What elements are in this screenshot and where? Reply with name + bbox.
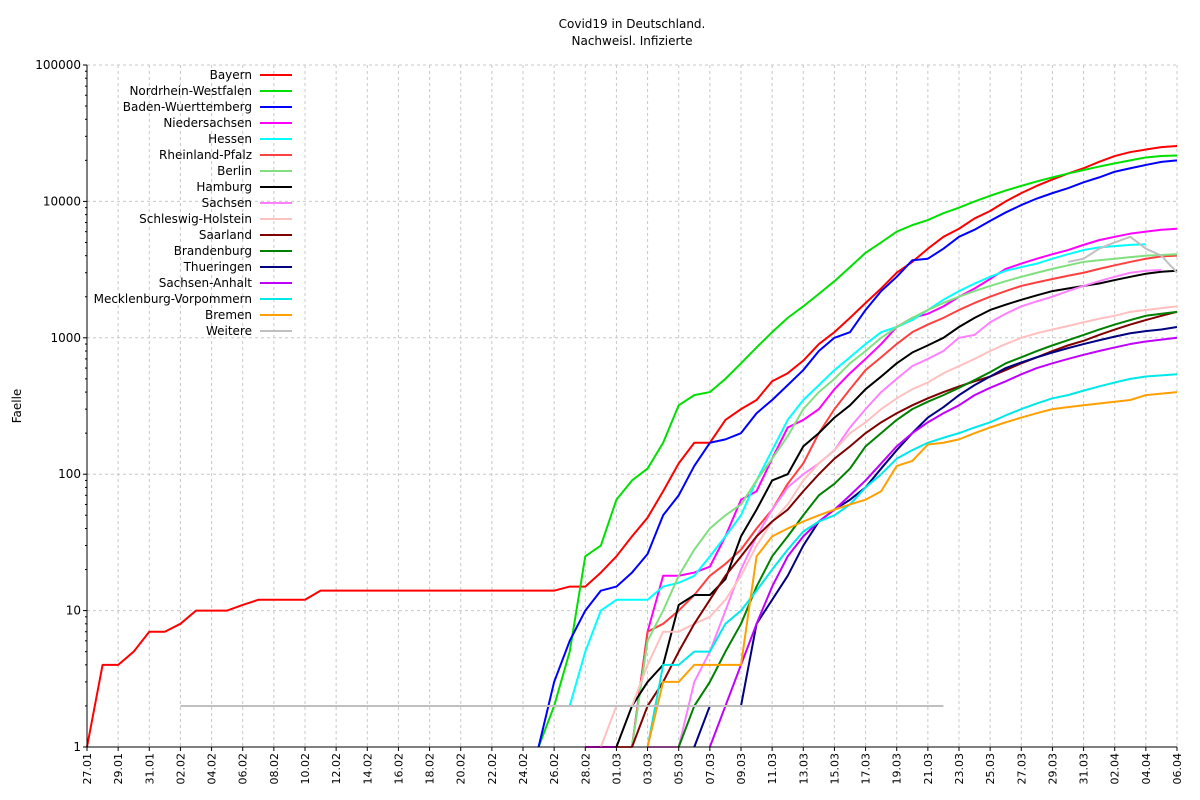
series-line-schleswig-holstein xyxy=(599,305,1178,748)
x-tick-label: 06.02 xyxy=(237,753,250,785)
y-tick-label: 10000 xyxy=(43,194,81,208)
x-tick-label: 04.02 xyxy=(206,753,219,785)
x-tick-label: 24.02 xyxy=(517,753,530,785)
legend-label: Brandenburg xyxy=(174,244,252,258)
x-tick-label: 27.01 xyxy=(81,753,94,785)
x-tick-label: 21.03 xyxy=(922,753,935,785)
x-tick-label: 17.03 xyxy=(860,753,873,785)
legend-label: Weitere xyxy=(206,324,252,338)
x-tick-label: 08.02 xyxy=(268,753,281,785)
legend: Bayern Nordrhein-Westfalen Baden-Wuerttemb… xyxy=(94,68,292,338)
series-line-thueringen xyxy=(693,326,1178,748)
x-tick-label: 22.02 xyxy=(486,753,499,785)
legend-label: Thueringen xyxy=(183,260,252,274)
x-tick-label: 28.02 xyxy=(579,753,592,785)
x-tick-label: 15.03 xyxy=(828,753,841,785)
chart-title: Covid19 in Deutschland. xyxy=(559,17,706,31)
chart-subtitle: Nachweisl. Infizierte xyxy=(571,34,692,48)
legend-label: Baden-Wuerttemberg xyxy=(123,100,252,114)
x-tick-label: 23.03 xyxy=(953,753,966,785)
legend-label: Bremen xyxy=(205,308,252,322)
legend-label: Rheinland-Pfalz xyxy=(159,148,252,162)
x-tick-label: 25.03 xyxy=(984,753,997,785)
legend-label: Mecklenburg-Vorpommern xyxy=(94,292,252,306)
x-tick-label: 06.04 xyxy=(1171,753,1184,785)
series-line-hessen xyxy=(568,243,1146,707)
legend-label: Bayern xyxy=(210,68,252,82)
x-tick-label: 11.03 xyxy=(766,753,779,785)
legend-label: Saarland xyxy=(199,228,252,242)
x-tick-label: 07.03 xyxy=(704,753,717,785)
series-line-rheinland-pfalz xyxy=(616,254,1178,748)
axis-layer: 1 10 100 1000 10000 100000 27.01 29.01 31.01 02.0… xyxy=(35,58,1184,785)
series-line-saarland xyxy=(631,310,1178,748)
y-axis-label: Faelle xyxy=(10,389,24,424)
y-tick-label: 1 xyxy=(73,740,81,754)
legend-label: Nordrhein-Westfalen xyxy=(129,84,252,98)
y-tick-label: 10 xyxy=(66,604,81,618)
series-line-sachsen xyxy=(647,268,1162,748)
y-tick-label: 100 xyxy=(58,467,81,481)
legend-label: Hamburg xyxy=(196,180,252,194)
x-tick-label: 31.03 xyxy=(1078,753,1091,785)
series-layer xyxy=(86,144,1178,748)
legend-label: Sachsen xyxy=(202,196,252,210)
x-tick-label: 09.03 xyxy=(735,753,748,785)
x-tick-label: 26.02 xyxy=(548,753,561,785)
x-tick-label: 13.03 xyxy=(797,753,810,785)
series-line-sachsen-anhalt xyxy=(708,336,1178,748)
legend-label: Niedersachsen xyxy=(163,116,252,130)
y-tick-label: 1000 xyxy=(50,331,81,345)
x-tick-label: 19.03 xyxy=(891,753,904,785)
series-line-niedersachsen xyxy=(585,227,1178,748)
series-line-bremen xyxy=(646,391,1178,748)
series-line-weitere xyxy=(180,235,1178,707)
x-tick-label: 04.04 xyxy=(1140,753,1153,785)
legend-label: Sachsen-Anhalt xyxy=(159,276,253,290)
series-line-bayern xyxy=(86,144,1178,748)
series-line-nordrhein-westfalen xyxy=(537,154,1178,748)
x-tick-label: 01.03 xyxy=(610,753,623,785)
x-tick-label: 05.03 xyxy=(673,753,686,785)
legend-label: Berlin xyxy=(217,164,252,178)
y-tick-label: 100000 xyxy=(35,58,81,72)
x-tick-label: 03.03 xyxy=(642,753,655,785)
x-tick-label: 16.02 xyxy=(392,753,405,785)
x-tick-label: 27.03 xyxy=(1015,753,1028,785)
x-tick-label: 18.02 xyxy=(424,753,437,785)
legend-label: Schleswig-Holstein xyxy=(139,212,252,226)
series-line-baden-wuerttemberg xyxy=(537,159,1178,748)
x-tick-label: 29.01 xyxy=(112,753,125,785)
x-tick-label: 12.02 xyxy=(330,753,343,785)
x-tick-label: 20.02 xyxy=(455,753,468,785)
x-tick-label: 02.02 xyxy=(174,753,187,785)
series-line-mecklenburg-vorpommern xyxy=(646,373,1178,748)
x-tick-label: 31.01 xyxy=(143,753,156,785)
series-line-berlin xyxy=(631,253,1178,748)
series-line-brandenburg xyxy=(677,310,1178,748)
x-tick-label: 14.02 xyxy=(361,753,374,785)
x-tick-label: 10.02 xyxy=(299,753,312,785)
legend-label: Hessen xyxy=(208,132,252,146)
x-tick-label: 02.04 xyxy=(1109,753,1122,785)
x-tick-label: 29.03 xyxy=(1046,753,1059,785)
